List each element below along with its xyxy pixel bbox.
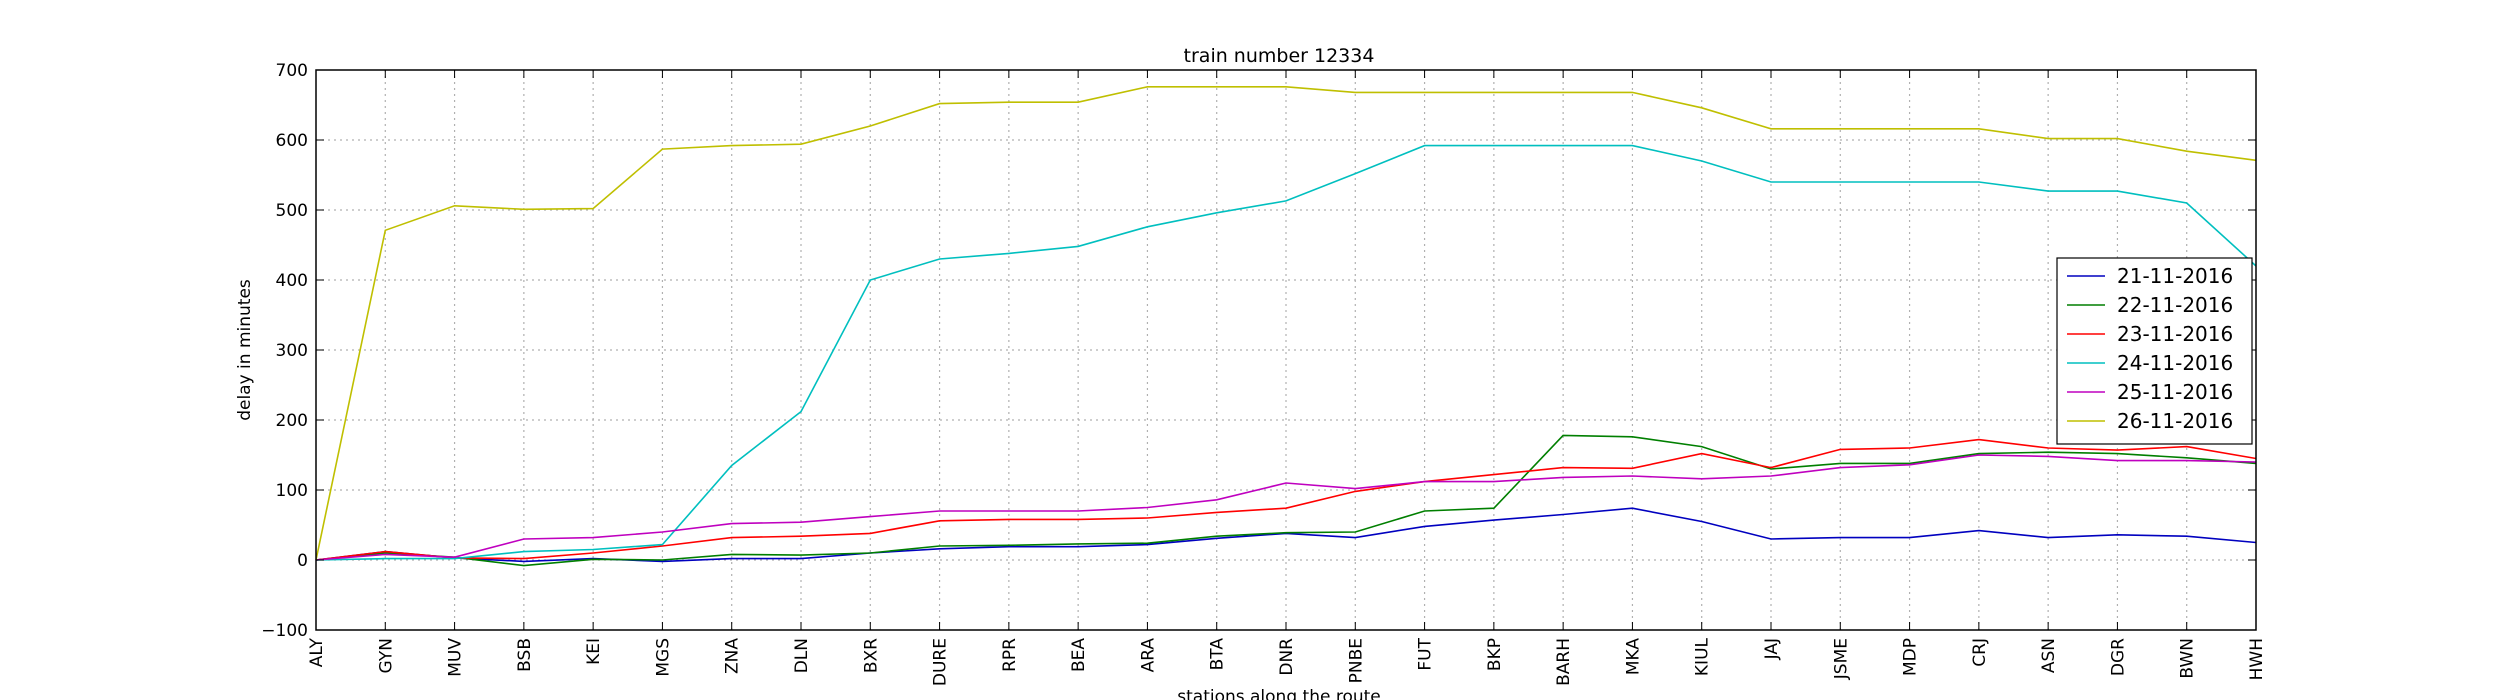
y-tick-label: 500	[276, 201, 308, 221]
legend-entry: 25-11-2016	[2117, 380, 2233, 404]
grid-lines	[316, 70, 2256, 630]
y-tick-label: 0	[297, 551, 308, 571]
series-line-23-11-2016	[315, 438, 2257, 561]
y-ticks: −100 0 100 200 300 400 500 600 700	[261, 61, 2256, 641]
series-line-21-11-2016	[315, 507, 2257, 563]
y-tick-label: 400	[276, 271, 308, 291]
series-line-25-11-2016	[315, 454, 2257, 561]
series-line-26-11-2016	[315, 86, 2257, 561]
x-tick-label: BSB	[515, 638, 535, 672]
x-tick-label: DURE	[931, 638, 951, 686]
x-tick-label: BXR	[861, 638, 881, 673]
x-tick-label: MGS	[653, 638, 673, 677]
x-tick-label: MDP	[1901, 638, 1921, 676]
x-tick-label: MUV	[446, 638, 466, 677]
x-axis-label: stations along the route	[1177, 687, 1381, 700]
x-tick-label: DGR	[2108, 638, 2128, 676]
y-tick-label: −100	[261, 621, 308, 641]
legend-entry: 24-11-2016	[2117, 351, 2233, 375]
x-tick-label: GYN	[376, 638, 396, 673]
x-tick-label: MKA	[1623, 638, 1643, 676]
legend-entry: 21-11-2016	[2117, 264, 2233, 288]
x-tick-label: BTA	[1208, 638, 1228, 671]
x-tick-label: BWN	[2178, 638, 2198, 679]
legend-entry: 22-11-2016	[2117, 293, 2233, 317]
x-tick-label: JSME	[1831, 638, 1851, 680]
x-tick-label: JAJ	[1762, 638, 1782, 660]
x-tick-label: DNR	[1277, 638, 1297, 676]
x-tick-label: BARH	[1554, 638, 1574, 686]
x-tick-label: HWH	[2247, 638, 2267, 680]
x-tick-label: KEI	[584, 638, 604, 665]
x-tick-label: RPR	[1000, 638, 1020, 672]
x-ticks: ALY GYN MUV BSB KEI MGS ZNA DLN BXR DURE RPR BEA ARA…	[307, 70, 2267, 686]
chart-title: train number 12334	[1184, 45, 1375, 67]
x-tick-label: FUT	[1416, 637, 1436, 670]
y-tick-label: 100	[276, 481, 308, 501]
x-tick-label: ZNA	[723, 638, 743, 674]
y-tick-label: 700	[276, 61, 308, 81]
x-tick-label: ASN	[2039, 638, 2059, 673]
y-tick-label: 600	[276, 131, 308, 151]
x-tick-label: KIUL	[1693, 637, 1713, 676]
legend: 21-11-2016 22-11-2016 23-11-2016 24-11-2016…	[2056, 257, 2253, 445]
y-tick-label: 200	[276, 411, 308, 431]
x-tick-label: DLN	[792, 638, 812, 673]
x-tick-label: ALY	[307, 637, 327, 667]
x-tick-label: BKP	[1485, 638, 1505, 671]
x-tick-label: PNBE	[1346, 638, 1366, 683]
y-axis-label: delay in minutes	[235, 279, 255, 421]
series-line-22-11-2016	[315, 434, 2257, 567]
x-tick-label: BEA	[1069, 638, 1089, 672]
x-tick-label: ARA	[1138, 638, 1158, 673]
legend-entry: 23-11-2016	[2117, 322, 2233, 346]
y-tick-label: 300	[276, 341, 308, 361]
series-lines	[315, 86, 2257, 567]
x-tick-label: CRJ	[1970, 638, 1990, 667]
legend-entry: 26-11-2016	[2117, 409, 2233, 433]
legend-box	[2056, 257, 2253, 445]
series-line-24-11-2016	[315, 144, 2257, 561]
